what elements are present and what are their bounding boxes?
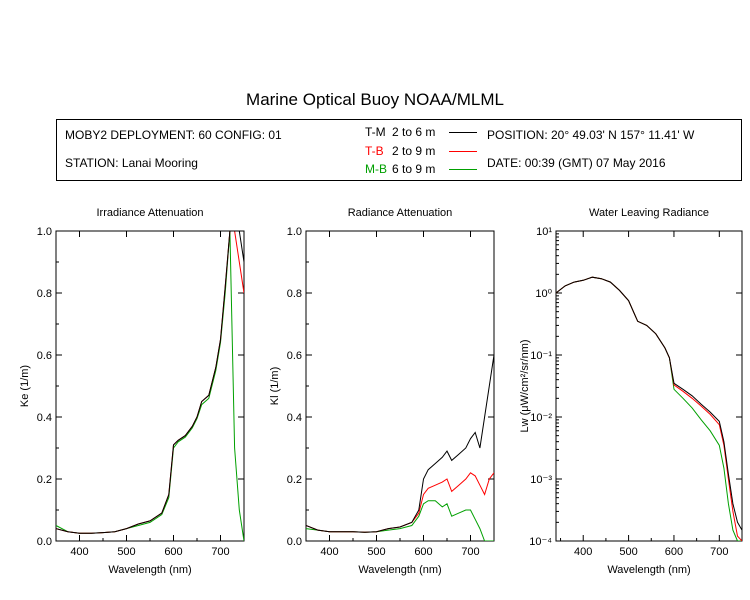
x-tick-label-3-4: 700 <box>710 546 728 558</box>
y-axis-label-1: Ke (1/m) <box>19 365 31 407</box>
legend-range-mb: 6 to 9 m <box>392 162 436 176</box>
chart-title-3: Water Leaving Radiance <box>589 207 709 219</box>
legend-code-tb: T-B <box>365 144 384 158</box>
y-tick-label-1-3: 0.4 <box>37 412 52 424</box>
series-line-2-t-b <box>306 472 494 533</box>
y-tick-label-2-6: 1.0 <box>287 226 302 238</box>
date-info: DATE: 00:39 (GMT) 07 May 2016 <box>487 156 666 170</box>
plot-frame-3 <box>555 230 743 542</box>
x-axis-label-2: Wavelength (nm) <box>358 564 441 576</box>
y-axis-label-3: Lw (μW/cm²/sr/nm) <box>519 339 531 432</box>
x-tick-label-2-2: 500 <box>367 546 385 558</box>
x-tick-label-3-2: 500 <box>619 546 637 558</box>
series-line-2-t-m <box>306 354 494 533</box>
series-line-1-t-b <box>56 231 244 534</box>
position-info: POSITION: 20° 49.03' N 157° 11.41' W <box>487 128 695 142</box>
y-tick-label-2-2: 0.2 <box>287 474 302 486</box>
series-line-2-m-b <box>306 500 494 541</box>
y-tick-label-1-4: 0.6 <box>37 350 52 362</box>
y-tick-label-3-3: 10⁻² <box>530 412 552 424</box>
series-line-3-t-b <box>556 276 742 541</box>
y-tick-label-2-4: 0.6 <box>287 350 302 362</box>
y-tick-label-1-5: 0.8 <box>37 288 52 300</box>
legend-line-tm <box>449 132 477 133</box>
legend-range-tb: 2 to 9 m <box>392 144 436 158</box>
y-tick-label-1-1: 0.0 <box>37 536 52 548</box>
series-line-1-m-b <box>56 231 244 541</box>
y-axis-label-2: Kl (1/m) <box>269 367 281 406</box>
y-tick-label-3-5: 10⁰ <box>535 288 552 300</box>
y-tick-label-3-6: 10¹ <box>536 226 552 238</box>
info-box: MOBY2 DEPLOYMENT: 60 CONFIG: 01 STATION:… <box>56 119 742 181</box>
series-line-3-m-b <box>556 276 742 541</box>
legend-range-tm: 2 to 6 m <box>392 125 436 139</box>
x-tick-label-1-3: 600 <box>164 546 182 558</box>
x-tick-label-1-1: 400 <box>70 546 88 558</box>
legend-line-mb <box>449 169 477 170</box>
legend-code-mb: M-B <box>365 162 387 176</box>
x-tick-label-3-3: 600 <box>665 546 683 558</box>
y-tick-label-3-2: 10⁻³ <box>530 474 552 486</box>
y-tick-label-1-2: 0.2 <box>37 474 52 486</box>
x-tick-label-1-4: 700 <box>211 546 229 558</box>
plot-frame-1 <box>55 230 245 542</box>
deployment-info: MOBY2 DEPLOYMENT: 60 CONFIG: 01 <box>65 128 282 142</box>
legend-code-tm: T-M <box>365 125 386 139</box>
x-tick-label-2-1: 400 <box>320 546 338 558</box>
chart-title-1: Irradiance Attenuation <box>96 207 203 219</box>
x-tick-label-3-1: 400 <box>574 546 592 558</box>
y-tick-label-2-3: 0.4 <box>287 412 302 424</box>
y-tick-label-1-6: 1.0 <box>37 226 52 238</box>
chart-title-2: Radiance Attenuation <box>348 207 453 219</box>
x-axis-label-1: Wavelength (nm) <box>108 564 191 576</box>
x-axis-label-3: Wavelength (nm) <box>607 564 690 576</box>
x-tick-label-2-3: 600 <box>414 546 432 558</box>
y-tick-label-2-5: 0.8 <box>287 288 302 300</box>
y-tick-label-2-1: 0.0 <box>287 536 302 548</box>
plot-frame-2 <box>305 230 495 542</box>
y-tick-label-3-1: 10⁻⁴ <box>529 536 552 548</box>
x-tick-label-1-2: 500 <box>117 546 135 558</box>
series-line-1-t-m <box>56 231 244 534</box>
x-tick-label-2-4: 700 <box>461 546 479 558</box>
y-tick-label-3-4: 10⁻¹ <box>530 350 552 362</box>
station-info: STATION: Lanai Mooring <box>65 156 198 170</box>
page-title: Marine Optical Buoy NOAA/MLML <box>246 90 504 109</box>
legend-line-tb <box>449 151 477 152</box>
series-line-3-t-m <box>556 276 742 531</box>
